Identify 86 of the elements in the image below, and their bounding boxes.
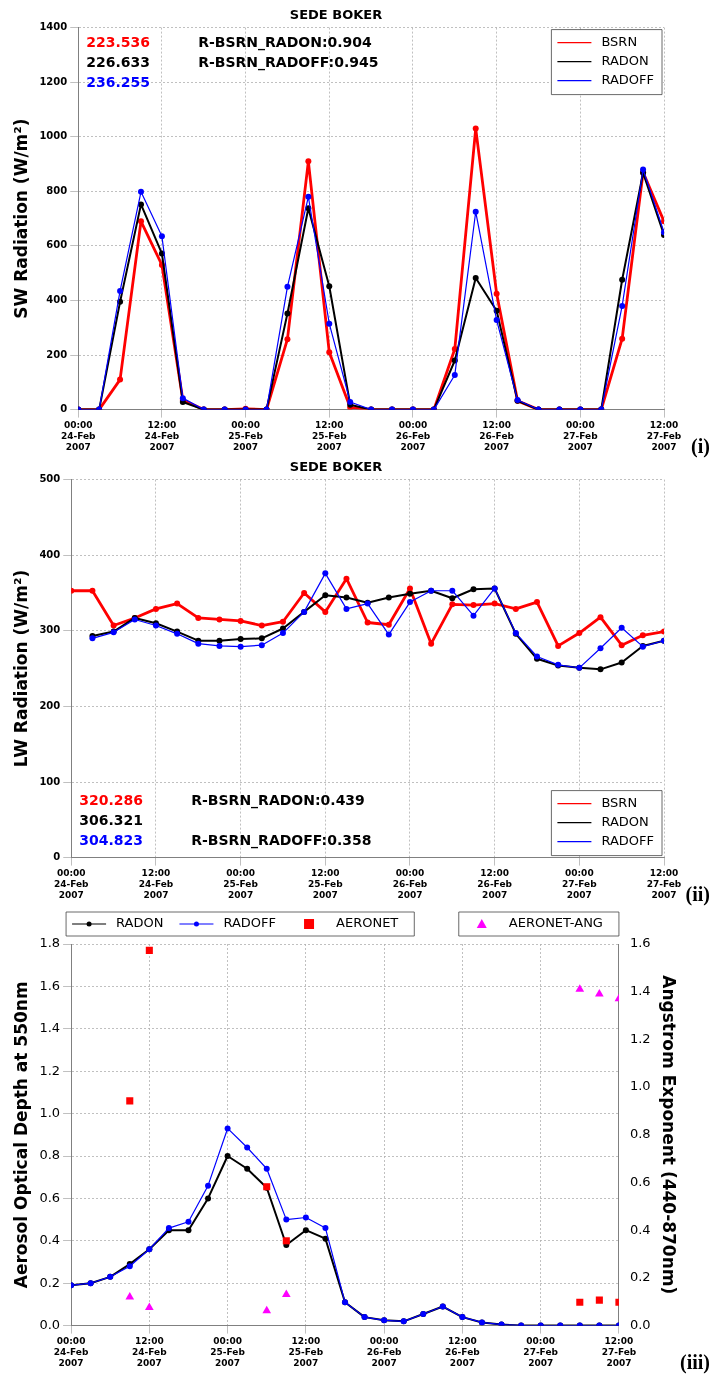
annotation: 226.633: [86, 54, 150, 71]
y-tick-label: 100: [39, 775, 61, 787]
y-axis-title: LW Radiation (W/m²): [10, 569, 31, 768]
y-tick-label: 400: [39, 548, 61, 560]
x-tick-label: 12:00 24-Feb 2007: [138, 868, 174, 900]
y-tick-label: 0: [60, 403, 68, 415]
x-tick-label: 00:00 27-Feb 2007: [562, 868, 598, 900]
x-tick-label: 12:00 26-Feb 2007: [445, 1336, 481, 1368]
legend-label: BSRN: [601, 794, 638, 810]
legend-label: RADOFF: [601, 71, 655, 87]
y-tick-label: 500: [39, 473, 61, 485]
y-tick-label: 1000: [39, 130, 68, 142]
text: (i): [691, 435, 710, 459]
legend-label: BSRN: [601, 33, 638, 49]
x-tick-label: 00:00 24-Feb 2007: [53, 1336, 89, 1368]
legend-label: AERONET-ANG: [508, 915, 603, 931]
y-tick-label: 1.8: [39, 935, 61, 951]
y2-tick-label: 1.0: [629, 1078, 651, 1094]
y2-tick-label: 1.2: [629, 1030, 651, 1046]
y-tick-label: 800: [46, 184, 68, 196]
y-tick-label: 0.8: [39, 1147, 61, 1163]
y-tick-label: 1.2: [39, 1062, 61, 1078]
y2-tick-label: 1.6: [629, 935, 651, 951]
x-tick-label: 12:00 27-Feb 2007: [646, 868, 682, 900]
y2-tick-label: 0.6: [629, 1173, 651, 1189]
text: (ii): [685, 883, 710, 907]
y-tick-label: 0: [53, 851, 61, 863]
annotation: 223.536: [86, 34, 150, 51]
legend-label: RADON: [601, 52, 649, 68]
y-tick-label: 1.4: [39, 1020, 61, 1036]
y2-tick-label: 0.2: [629, 1269, 651, 1285]
y-tick-label: 0.2: [39, 1274, 61, 1290]
legend-label: AERONET: [336, 915, 399, 931]
y-tick-label: 200: [46, 348, 68, 360]
annotation: R-BSRN_RADON:0.439: [191, 792, 365, 810]
x-tick-label: 12:00 26-Feb 2007: [477, 868, 513, 900]
x-tick-label: 00:00 25-Feb 2007: [210, 1336, 246, 1368]
y-tick-label: 1400: [39, 21, 68, 33]
x-tick-label: 00:00 26-Feb 2007: [395, 420, 431, 452]
legend-label: RADON: [116, 915, 164, 931]
x-tick-label: 12:00 27-Feb 2007: [646, 420, 682, 452]
annotation: 304.823: [79, 832, 144, 849]
annotation: 236.255: [86, 74, 150, 91]
x-tick-label: 00:00 25-Feb 2007: [223, 868, 259, 900]
y-tick-label: 0.0: [39, 1316, 61, 1332]
y-tick-label: 1.6: [39, 977, 61, 993]
y-tick-label: 1.0: [39, 1104, 61, 1120]
chart-title: SEDE BOKER: [289, 7, 383, 23]
y2-axis-title: Angstrom Exponent (440-870nm): [659, 975, 680, 1295]
annotation: 306.321: [79, 812, 144, 829]
y2-tick-label: 0.0: [629, 1316, 651, 1332]
x-tick-label: 00:00 26-Feb 2007: [366, 1336, 402, 1368]
y-tick-label: 0.4: [39, 1232, 61, 1248]
y-tick-label: 600: [46, 239, 68, 251]
x-tick-label: 12:00 25-Feb 2007: [308, 868, 344, 900]
text: (iii): [680, 1351, 710, 1375]
x-tick-label: 12:00 24-Feb 2007: [144, 420, 180, 452]
x-tick-label: 00:00 25-Feb 2007: [228, 420, 264, 452]
y-tick-label: 0.6: [39, 1189, 61, 1205]
x-tick-label: 00:00 26-Feb 2007: [392, 868, 428, 900]
x-tick-label: 12:00 27-Feb 2007: [601, 1336, 637, 1368]
annotation: R-BSRN_RADON:0.904: [198, 34, 373, 52]
x-tick-label: 00:00 24-Feb 2007: [60, 420, 97, 452]
y-axis-title: Aerosol Optical Depth at 550nm: [10, 981, 31, 1289]
annotation: R-BSRN_RADOFF:0.945: [198, 54, 379, 72]
legend-label: RADOFF: [223, 915, 277, 931]
y2-tick-label: 0.4: [629, 1221, 651, 1237]
chart-title: SEDE BOKER: [289, 459, 383, 475]
x-tick-label: 12:00 26-Feb 2007: [479, 420, 515, 452]
legend-label: RADON: [601, 813, 649, 829]
annotation: 320.286: [79, 792, 144, 809]
y-tick-label: 1200: [39, 75, 68, 87]
x-tick-label: 00:00 24-Feb 2007: [53, 868, 90, 900]
legend-label: RADOFF: [601, 832, 655, 848]
x-tick-label: 00:00 27-Feb 2007: [563, 420, 599, 452]
y2-tick-label: 1.4: [629, 983, 651, 999]
x-tick-label: 12:00 25-Feb 2007: [288, 1336, 324, 1368]
y-axis-title: SW Radiation (W/m²): [10, 118, 31, 319]
y-tick-label: 400: [46, 294, 68, 306]
annotation: R-BSRN_RADOFF:0.358: [191, 832, 372, 850]
x-tick-label: 12:00 25-Feb 2007: [311, 420, 348, 452]
x-tick-label: 12:00 24-Feb 2007: [132, 1336, 168, 1368]
y-tick-label: 200: [39, 699, 61, 711]
y2-tick-label: 0.8: [629, 1126, 651, 1142]
x-tick-label: 00:00 27-Feb 2007: [523, 1336, 559, 1368]
y-tick-label: 300: [39, 624, 61, 636]
